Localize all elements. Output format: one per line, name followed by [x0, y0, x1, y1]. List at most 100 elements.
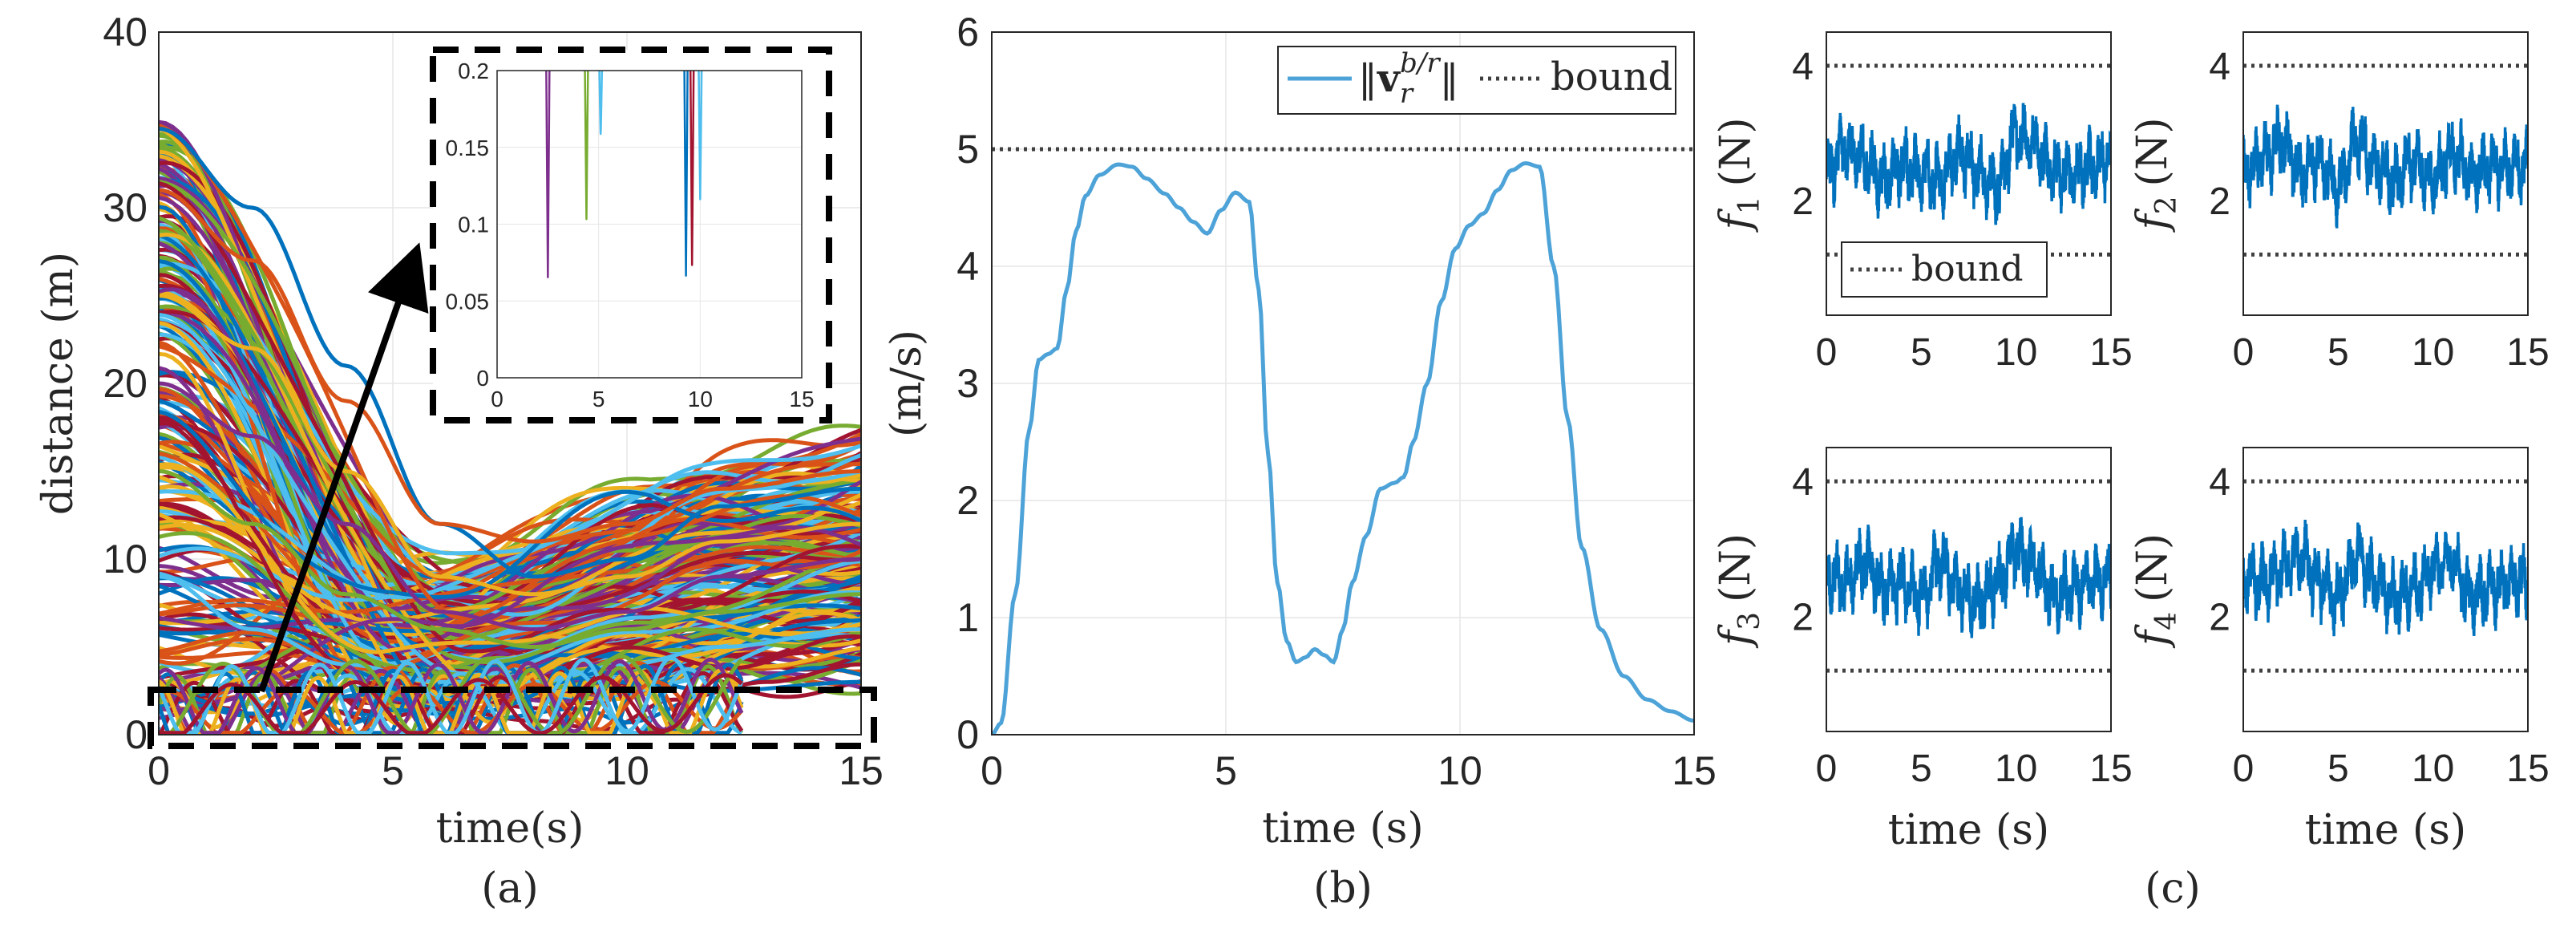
inset-minimum-3 — [683, 71, 689, 278]
panel-a: 0 5 10 15 0 10 20 30 40 time(s) distance (m) (a)… — [34, 10, 884, 913]
panel-c3-xtick-0: 0 — [1816, 748, 1838, 790]
panel-b-lines — [992, 147, 1694, 735]
legend-sup-br: b/r — [1400, 47, 1441, 79]
panel-b-xtick-1: 5 — [1215, 748, 1237, 793]
panel-b-ytick-1: 1 — [956, 595, 979, 640]
panel-c3-ytick-0: 2 — [1792, 597, 1814, 639]
inset-minimum-5 — [698, 71, 703, 201]
panel-c1-lines — [1826, 63, 2111, 257]
panel-c1-xtick-2: 10 — [1995, 331, 2037, 374]
panel-a-caption: (a) — [481, 865, 539, 913]
panel-c3-axes-box — [1826, 447, 2112, 732]
distance-curve-156 — [159, 500, 861, 600]
panel-a-ytick-4: 40 — [103, 10, 148, 55]
close-approach-curve-13 — [159, 673, 743, 735]
distance-curve-194 — [159, 288, 861, 666]
panel-a-zoom-region-box — [148, 687, 877, 749]
panel-b-xlabel: time (s) — [1262, 804, 1423, 853]
panel-a-xtick-1: 5 — [382, 748, 404, 793]
panel-a-xtick-2: 10 — [605, 748, 649, 793]
panel-b-xtick-3: 15 — [1672, 748, 1717, 793]
panel-a-xtick-3: 15 — [839, 748, 884, 793]
panel-c2-xtick-0: 0 — [2233, 331, 2255, 374]
panel-a-ytick-2: 20 — [103, 361, 148, 406]
panel-c2-ylabel-sub: 2 — [2150, 196, 2183, 214]
legend-v-bold: v — [1377, 56, 1401, 101]
panel-c1-ylabel-unit: (N) — [1712, 117, 1760, 186]
panel-c1-axes-box — [1826, 31, 2112, 316]
distance-curve-211 — [159, 517, 861, 616]
panel-c2-ylabel: f2(N) — [2129, 117, 2183, 233]
panel-a-distance-curves — [159, 120, 861, 735]
panel-c1-xtick-1: 5 — [1911, 331, 1932, 374]
panel-b-xtick-0: 0 — [981, 748, 1003, 793]
panel-a-inset: 0 5 10 15 0 0.05 0.1 0.15 0.2 — [430, 47, 832, 423]
panel-c-caption: (c) — [2145, 865, 2201, 913]
legend-norm-open: ‖ — [1358, 56, 1377, 101]
panel-c2-ytick-1: 4 — [2209, 46, 2230, 88]
panel-c1-ylabel: f1(N) — [1712, 117, 1766, 233]
close-approach-curve-8 — [159, 679, 744, 735]
panel-c4-xtick-1: 5 — [2327, 748, 2349, 790]
panel-c1-ytick-0: 2 — [1792, 180, 1814, 223]
distance-curve-190 — [159, 451, 861, 644]
panel-b-velocity-line — [992, 160, 1694, 735]
panel-a-zoom-arrow — [258, 242, 429, 693]
panel-c3-ytick-1: 4 — [1792, 461, 1814, 504]
panel-b-ytick-4: 4 — [956, 244, 979, 289]
inset-minimum-2 — [598, 71, 604, 135]
panel-c1-legend: bound — [1841, 241, 2048, 298]
legend-sub-r: r — [1400, 78, 1414, 110]
panel-a-axes-box — [158, 31, 862, 735]
distance-curve-200 — [159, 229, 861, 665]
panel-c1-ylabel-sub: 1 — [1733, 196, 1766, 214]
distance-series-pair-mid-3 — [159, 469, 861, 650]
panel-c4-ytick-1: 4 — [2209, 461, 2230, 504]
inset-ytick-2: 0.1 — [458, 213, 489, 237]
distance-series-pair-mid-2 — [159, 381, 861, 632]
panel-c2-xtick-2: 10 — [2412, 331, 2454, 374]
panel-c1-force-signal — [1826, 103, 2111, 225]
legend-label-velocity: ‖vrb/r‖ — [1358, 47, 1459, 110]
panel-c2-force-signal — [2243, 104, 2528, 229]
panel-b-caption: (b) — [1313, 865, 1373, 913]
panel-c3-xtick-3: 15 — [2089, 748, 2132, 790]
panel-c3-ylabel: f3(N) — [1712, 533, 1766, 649]
distance-curve-192 — [159, 436, 861, 631]
panel-c3-xtick-1: 5 — [1911, 748, 1932, 790]
distance-curve-215 — [159, 444, 861, 600]
panel-c4-xtick-2: 10 — [2412, 748, 2454, 790]
distance-series-pair-high-2 — [159, 188, 861, 544]
panel-c4-xtick-3: 15 — [2506, 748, 2549, 790]
panel-b-ylabel: (m/s) — [883, 330, 931, 437]
panel-c3-xtick-2: 10 — [1995, 748, 2037, 790]
panel-c2-xtick-3: 15 — [2506, 331, 2549, 374]
inset-xtick-0: 0 — [491, 387, 503, 411]
panel-c4-ytick-0: 2 — [2209, 597, 2230, 639]
panel-a-ytick-1: 10 — [103, 537, 148, 581]
inset-minima-spikes — [545, 71, 703, 278]
panel-c4-ylabel-sub: 4 — [2150, 612, 2183, 630]
inset-ytick-3: 0.15 — [446, 136, 490, 160]
panel-b-ytick-0: 0 — [956, 712, 979, 757]
panel-c1-xtick-3: 15 — [2089, 331, 2132, 374]
panel-a-ytick-0: 0 — [125, 712, 148, 757]
close-approach-curve-10 — [159, 657, 744, 735]
panel-b-ytick-6: 6 — [956, 10, 979, 55]
inset-xtick-3: 15 — [789, 387, 814, 411]
inset-minimum-4 — [689, 71, 695, 266]
inset-xtick-2: 10 — [688, 387, 713, 411]
panel-c4-ylabel-unit: (N) — [2129, 533, 2177, 602]
panel-c2-axes-box — [2242, 31, 2529, 316]
inset-frame-box — [430, 47, 832, 423]
panel-c3-ylabel-unit: (N) — [1712, 533, 1760, 602]
inset-ytick-1: 0.05 — [446, 289, 490, 314]
panel-c4-axes-box — [2242, 447, 2529, 732]
inset-axes-box — [496, 70, 803, 379]
distance-curve-204 — [159, 549, 861, 672]
